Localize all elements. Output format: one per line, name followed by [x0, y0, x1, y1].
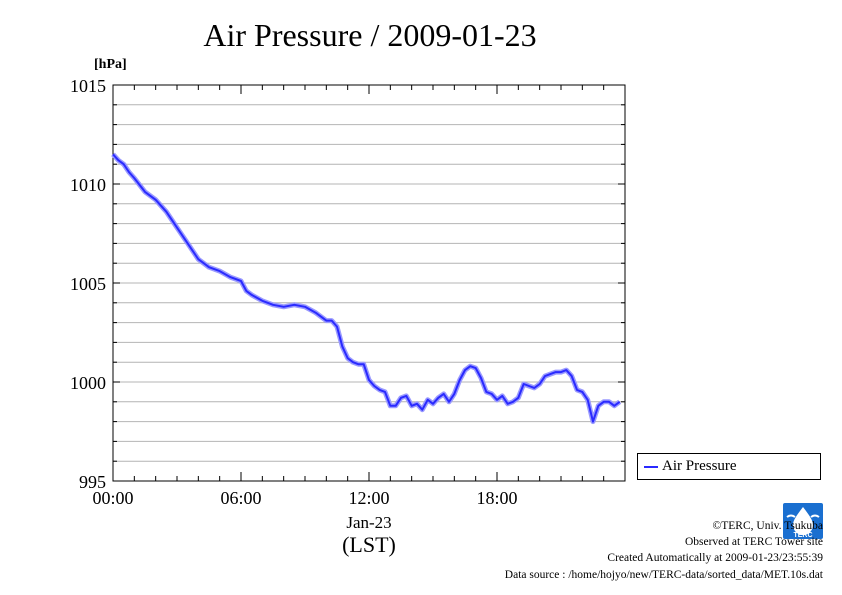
legend-swatch — [644, 465, 658, 468]
logo-text: TERC — [793, 532, 812, 539]
series-layer — [111, 152, 622, 425]
legend-label: Air Pressure — [662, 458, 737, 474]
terc-logo: TERC — [783, 503, 823, 539]
x-tick-label: 12:00 — [348, 488, 389, 508]
gridlines — [113, 104, 625, 462]
x-tick-label: 06:00 — [220, 488, 261, 508]
created-text: Created Automatically at 2009-01-23/23:5… — [607, 552, 823, 565]
chart-title: Air Pressure / 2009-01-23 — [203, 17, 536, 53]
y-tick-label: 995 — [79, 472, 106, 492]
x-axis: 00:00 06:00 12:00 18:00 — [92, 85, 626, 508]
source-text: Data source : /home/hojyo/new/TERC-data/… — [504, 568, 823, 581]
series-line-air-pressure — [112, 153, 621, 423]
y-tick-label: 1010 — [70, 175, 106, 195]
y-tick-label: 1005 — [70, 274, 106, 294]
y-axis-unit: [hPa] — [94, 57, 127, 72]
plot-frame — [112, 84, 626, 482]
credits-block: ©TERC, Univ. Tsukuba Observed at TERC To… — [505, 518, 823, 583]
y-tick-label: 1000 — [70, 373, 106, 393]
x-axis-label: (LST) — [342, 532, 396, 557]
observed-text: Observed at TERC Tower site — [684, 536, 823, 549]
x-tick-label: 00:00 — [92, 488, 133, 508]
x-axis-date-label: Jan-23 — [346, 513, 391, 532]
legend: Air Pressure — [637, 453, 821, 480]
copyright-text: ©TERC, Univ. Tsukuba — [712, 520, 823, 532]
y-axis: 1015 1010 1005 1000 995 — [70, 76, 625, 492]
x-tick-label: 18:00 — [476, 488, 517, 508]
y-tick-label: 1015 — [70, 76, 106, 96]
